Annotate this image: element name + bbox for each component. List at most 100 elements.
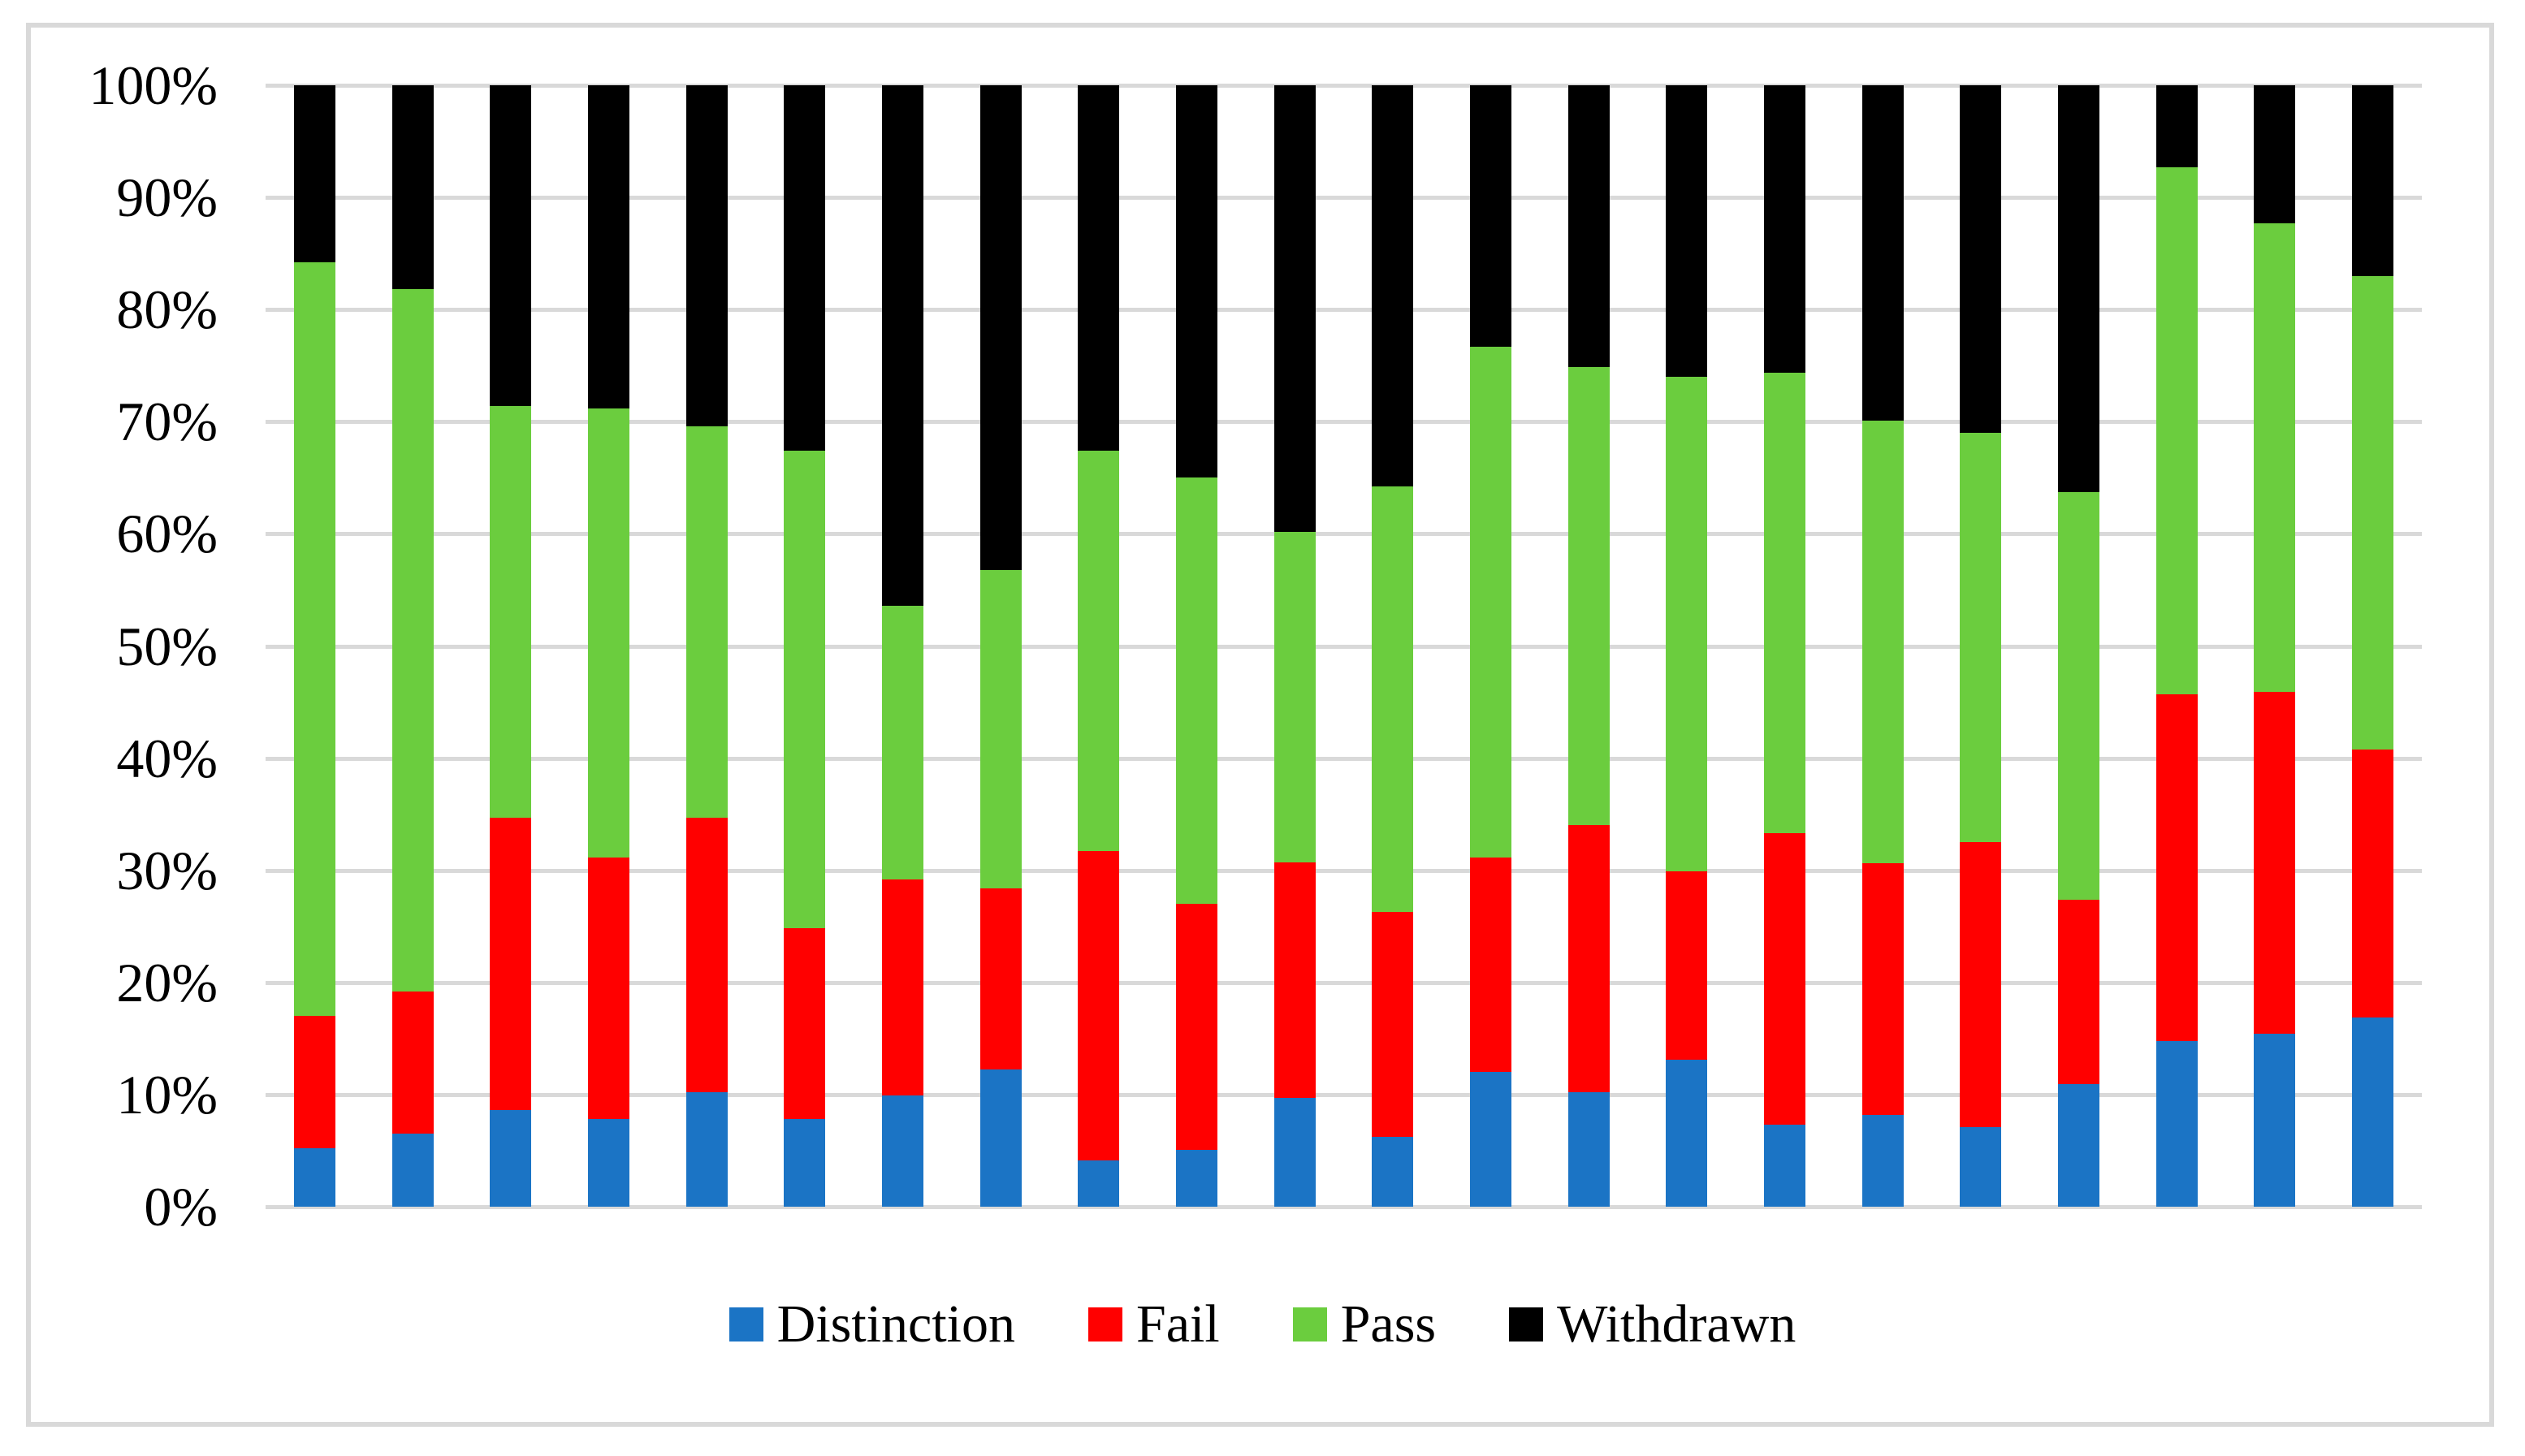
bar bbox=[2058, 85, 2100, 1207]
bar-segment-distinction bbox=[979, 1069, 1022, 1207]
bar-segment-pass bbox=[587, 408, 629, 858]
bar-segment-pass bbox=[784, 451, 826, 929]
gridline bbox=[266, 1092, 2422, 1097]
bar-segment-fail bbox=[1960, 842, 2002, 1127]
legend-swatch-distinction-icon bbox=[729, 1307, 763, 1342]
bar-segment-fail bbox=[1666, 871, 1708, 1061]
bar-segment-withdrawn bbox=[391, 85, 434, 290]
bar-segment-fail bbox=[2352, 749, 2394, 1017]
bar bbox=[490, 85, 532, 1207]
bar-segment-distinction bbox=[1861, 1114, 1904, 1207]
y-axis-tick-label: 0% bbox=[144, 1176, 218, 1238]
bar-segment-fail bbox=[1470, 858, 1512, 1073]
bar bbox=[2352, 85, 2394, 1208]
bar-segment-pass bbox=[2155, 166, 2198, 694]
bar-segment-withdrawn bbox=[1861, 85, 1904, 421]
bar-segment-withdrawn bbox=[685, 85, 728, 426]
bar-segment-distinction bbox=[685, 1092, 728, 1207]
bar bbox=[685, 85, 728, 1207]
bar-segment-fail bbox=[490, 817, 532, 1111]
bar-segment-fail bbox=[1764, 833, 1806, 1125]
legend-item-fail: Fail bbox=[1088, 1298, 1220, 1351]
bar bbox=[881, 85, 923, 1207]
bar-segment-distinction bbox=[391, 1134, 434, 1207]
gridline bbox=[266, 420, 2422, 425]
bar-segment-pass bbox=[1273, 531, 1316, 862]
bar-segment-distinction bbox=[2254, 1034, 2296, 1208]
legend-label: Fail bbox=[1136, 1294, 1220, 1354]
bar-segment-fail bbox=[293, 1016, 335, 1149]
bar-segment-pass bbox=[391, 289, 434, 992]
bar-segment-distinction bbox=[1273, 1097, 1316, 1207]
bar-segment-withdrawn bbox=[784, 85, 826, 451]
bar-segment-withdrawn bbox=[1764, 85, 1806, 373]
bar-segment-withdrawn bbox=[587, 85, 629, 408]
gridline bbox=[266, 196, 2422, 201]
bar-segment-pass bbox=[1175, 477, 1217, 905]
bar-segment-withdrawn bbox=[1372, 85, 1414, 487]
bar-segment-pass bbox=[1567, 366, 1610, 826]
y-axis-tick-label: 60% bbox=[116, 503, 218, 565]
y-axis-tick-label: 70% bbox=[116, 391, 218, 453]
bar-segment-fail bbox=[587, 858, 629, 1120]
bar-segment-distinction bbox=[1078, 1160, 1120, 1207]
bar-segment-withdrawn bbox=[979, 85, 1022, 570]
bar-segment-distinction bbox=[881, 1095, 923, 1207]
bar-segment-pass bbox=[490, 406, 532, 818]
gridline bbox=[266, 1205, 2422, 1209]
y-axis-tick-label: 100% bbox=[89, 54, 218, 116]
bar-segment-pass bbox=[2058, 492, 2100, 900]
legend: Distinction Fail Pass Withdrawn bbox=[0, 1298, 2525, 1351]
gridline bbox=[266, 532, 2422, 537]
bar-segment-withdrawn bbox=[1567, 85, 1610, 367]
legend-label: Pass bbox=[1340, 1294, 1437, 1354]
y-axis-tick-label: 30% bbox=[116, 839, 218, 901]
bar-segment-distinction bbox=[293, 1148, 335, 1207]
bar-segment-withdrawn bbox=[2352, 85, 2394, 276]
bar bbox=[1273, 85, 1316, 1207]
bar-segment-fail bbox=[685, 817, 728, 1093]
bar-segment-pass bbox=[1078, 451, 1120, 852]
bar bbox=[1372, 85, 1414, 1207]
bar-segment-distinction bbox=[1175, 1149, 1217, 1207]
legend-label: Distinction bbox=[776, 1294, 1015, 1354]
bar-segment-fail bbox=[1567, 825, 1610, 1093]
bar-segment-withdrawn bbox=[2058, 85, 2100, 493]
gridline bbox=[266, 980, 2422, 985]
legend-item-pass: Pass bbox=[1292, 1294, 1437, 1354]
bar bbox=[1861, 85, 1904, 1207]
legend-swatch-withdrawn-icon bbox=[1509, 1307, 1544, 1342]
bar-segment-distinction bbox=[490, 1110, 532, 1207]
y-axis-tick-label: 80% bbox=[116, 279, 218, 341]
bar-segment-pass bbox=[1861, 420, 1904, 864]
bar-segment-withdrawn bbox=[2155, 85, 2198, 167]
bar-segment-withdrawn bbox=[490, 85, 532, 406]
bar-segment-fail bbox=[2155, 693, 2198, 1041]
bar-segment-pass bbox=[979, 569, 1022, 888]
legend-item-withdrawn: Withdrawn bbox=[1509, 1298, 1796, 1351]
bar-segment-pass bbox=[1666, 377, 1708, 872]
bar-segment-withdrawn bbox=[1175, 85, 1217, 478]
gridline bbox=[266, 308, 2422, 313]
bar-segment-distinction bbox=[1567, 1092, 1610, 1207]
bar-segment-fail bbox=[391, 991, 434, 1134]
bar-segment-distinction bbox=[784, 1119, 826, 1207]
bar-segment-distinction bbox=[2352, 1017, 2394, 1208]
bar-segment-pass bbox=[2352, 275, 2394, 750]
bar-segment-pass bbox=[881, 605, 923, 879]
bar bbox=[1764, 85, 1806, 1207]
bar-segment-distinction bbox=[1764, 1125, 1806, 1207]
y-axis-tick-label: 20% bbox=[116, 951, 218, 1013]
bar-segment-distinction bbox=[587, 1119, 629, 1207]
bar-segment-pass bbox=[685, 426, 728, 818]
y-axis-tick-label: 40% bbox=[116, 727, 218, 789]
bar bbox=[1175, 85, 1217, 1207]
gridline bbox=[266, 756, 2422, 761]
gridline bbox=[266, 84, 2422, 88]
bar-segment-fail bbox=[1078, 851, 1120, 1161]
bar-segment-pass bbox=[2254, 223, 2296, 693]
bar-segment-fail bbox=[1175, 904, 1217, 1150]
bar bbox=[2254, 85, 2296, 1208]
bar bbox=[293, 85, 335, 1207]
bar-segment-fail bbox=[881, 879, 923, 1096]
